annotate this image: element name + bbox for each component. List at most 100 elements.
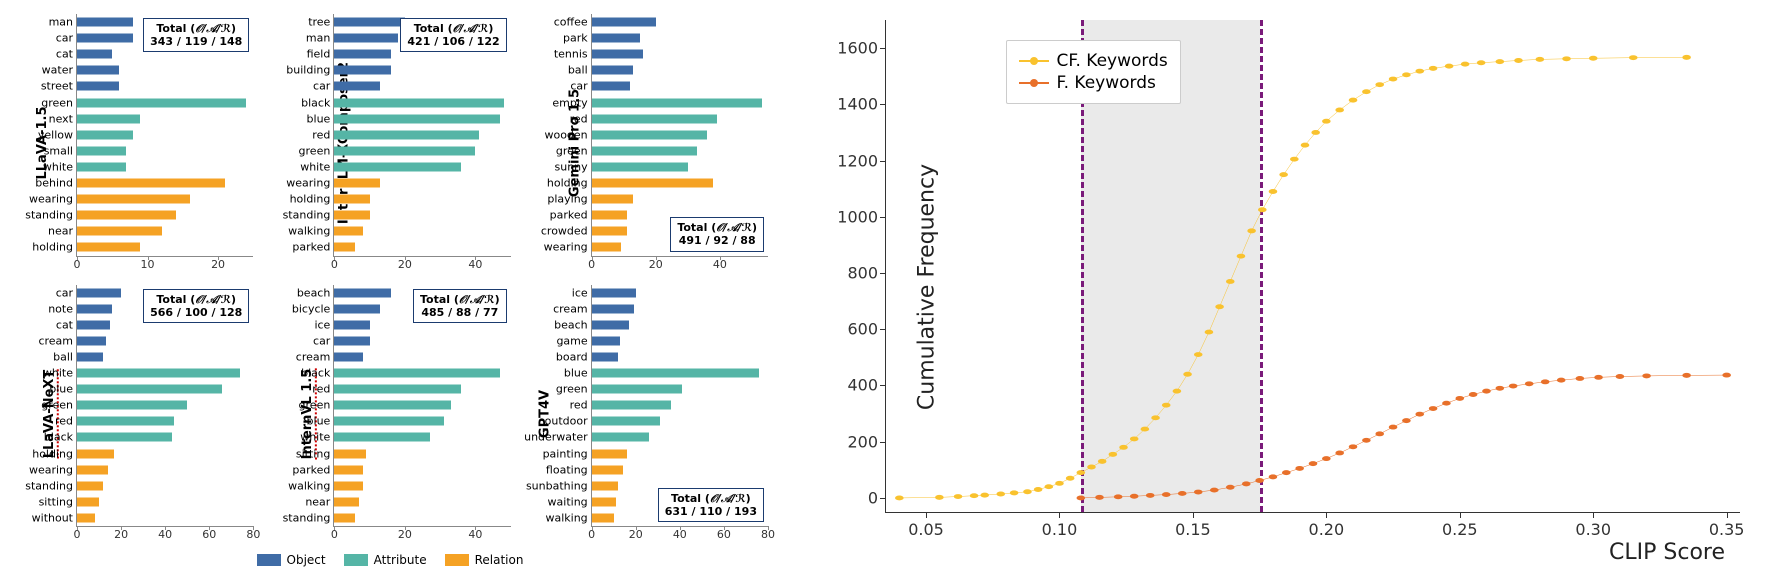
bar-label: green xyxy=(556,144,592,157)
bar-label: beach xyxy=(297,286,335,299)
bar xyxy=(77,227,162,236)
bar xyxy=(77,336,106,345)
xtick-label: 0.10 xyxy=(1042,512,1078,539)
legend-label: Attribute xyxy=(374,553,427,567)
bar xyxy=(592,98,762,107)
bar-label: man xyxy=(49,16,77,29)
bar xyxy=(592,417,660,426)
bar-label: parked xyxy=(292,463,334,476)
bar-label: green xyxy=(41,399,77,412)
bar xyxy=(334,417,443,426)
ytick-label: 1000 xyxy=(837,207,886,226)
bar-label: black xyxy=(301,367,334,380)
legend-label: F. Keywords xyxy=(1057,73,1156,93)
bar-label: ice xyxy=(572,286,592,299)
bar-label: game xyxy=(556,334,591,347)
bar xyxy=(77,369,240,378)
bar xyxy=(77,179,225,188)
ytick-label: 1200 xyxy=(837,151,886,170)
bar-chart-internvl15: InternVL 1.5beachbicycleicecarcreamblack… xyxy=(261,279,518,550)
bar-label: holding xyxy=(290,193,335,206)
bar-label: man xyxy=(306,32,334,45)
bar xyxy=(77,481,103,490)
line-plot-area: 020040060080010001200140016000.050.100.1… xyxy=(885,20,1740,513)
legend-item: CF. Keywords xyxy=(1019,51,1168,71)
xtick-label: 0 xyxy=(331,256,338,271)
bar xyxy=(77,114,140,123)
bar xyxy=(77,497,99,506)
bar xyxy=(592,369,760,378)
bar-label: holding xyxy=(547,177,592,190)
bar xyxy=(334,385,461,394)
ytick-label: 1600 xyxy=(837,39,886,58)
bar-label: building xyxy=(286,64,334,77)
bar-label: white xyxy=(300,160,334,173)
bar-label: car xyxy=(313,334,334,347)
xtick-label: 80 xyxy=(761,526,775,541)
legend-label: CF. Keywords xyxy=(1057,51,1168,71)
bar-label: cat xyxy=(56,48,77,61)
bar xyxy=(592,336,621,345)
bar-label: beach xyxy=(554,318,592,331)
bar-label: outdoor xyxy=(545,415,592,428)
bar xyxy=(592,304,634,313)
xtick-label: 20 xyxy=(398,526,412,541)
legend-item: F. Keywords xyxy=(1019,73,1168,93)
xtick-label: 0.05 xyxy=(908,512,944,539)
bar-label: sunny xyxy=(555,160,592,173)
xtick-label: 60 xyxy=(202,526,216,541)
bar xyxy=(592,449,627,458)
bar-label: car xyxy=(56,286,77,299)
bar-label: wearing xyxy=(544,241,592,254)
bar xyxy=(592,114,717,123)
bar-label: standing xyxy=(283,511,335,524)
plot-area: treemanfieldbuildingcarblackblueredgreen… xyxy=(333,14,510,257)
bar xyxy=(334,130,479,139)
ytick-label: 1400 xyxy=(837,95,886,114)
bar xyxy=(77,98,246,107)
bar xyxy=(592,352,618,361)
total-box: Total (𝒪/𝒜/ℛ)343 / 119 / 148 xyxy=(143,18,249,52)
bar-chart-internlm_xc2: InternLM-XComposer2treemanfieldbuildingc… xyxy=(261,8,518,279)
bar xyxy=(334,195,369,204)
line-chart-panel: Cumulative Frequency 0200400600800100012… xyxy=(780,0,1765,573)
bar-label: green xyxy=(299,144,335,157)
bar-label: wooden xyxy=(544,128,591,141)
xtick-label: 0.30 xyxy=(1575,512,1611,539)
bar-label: holding xyxy=(32,241,77,254)
bar xyxy=(592,18,656,27)
bar xyxy=(334,50,390,59)
bar-label: black xyxy=(301,96,334,109)
bar xyxy=(77,433,172,442)
xtick-label: 40 xyxy=(468,256,482,271)
bar xyxy=(77,146,126,155)
bar xyxy=(334,433,429,442)
total-box: Total (𝒪/𝒜/ℛ)566 / 100 / 128 xyxy=(143,289,249,323)
bar xyxy=(334,465,362,474)
bar-label: cream xyxy=(296,350,335,363)
bar xyxy=(334,401,450,410)
bar xyxy=(334,288,390,297)
bar xyxy=(334,211,369,220)
bar xyxy=(77,320,110,329)
bar xyxy=(334,513,355,522)
bar xyxy=(592,195,634,204)
ytick-label: 0 xyxy=(868,488,886,507)
bar-label: board xyxy=(556,350,592,363)
bar xyxy=(77,82,119,91)
bar xyxy=(77,288,121,297)
bar-label: park xyxy=(563,32,592,45)
bar xyxy=(334,481,362,490)
bar xyxy=(334,449,366,458)
bar-label: green xyxy=(299,399,335,412)
xtick-label: 40 xyxy=(673,526,687,541)
bar-label: cream xyxy=(553,302,592,315)
bar-label: red xyxy=(55,415,77,428)
bar-charts-panel: LLaVA-1.5mancarcatwaterstreetgreennextye… xyxy=(0,0,780,573)
line-legend: CF. KeywordsF. Keywords xyxy=(1006,40,1181,104)
bar-label: sunbathing xyxy=(526,479,592,492)
bar xyxy=(77,304,112,313)
bar xyxy=(77,513,95,522)
bar-label: white xyxy=(300,431,334,444)
bar xyxy=(592,433,649,442)
